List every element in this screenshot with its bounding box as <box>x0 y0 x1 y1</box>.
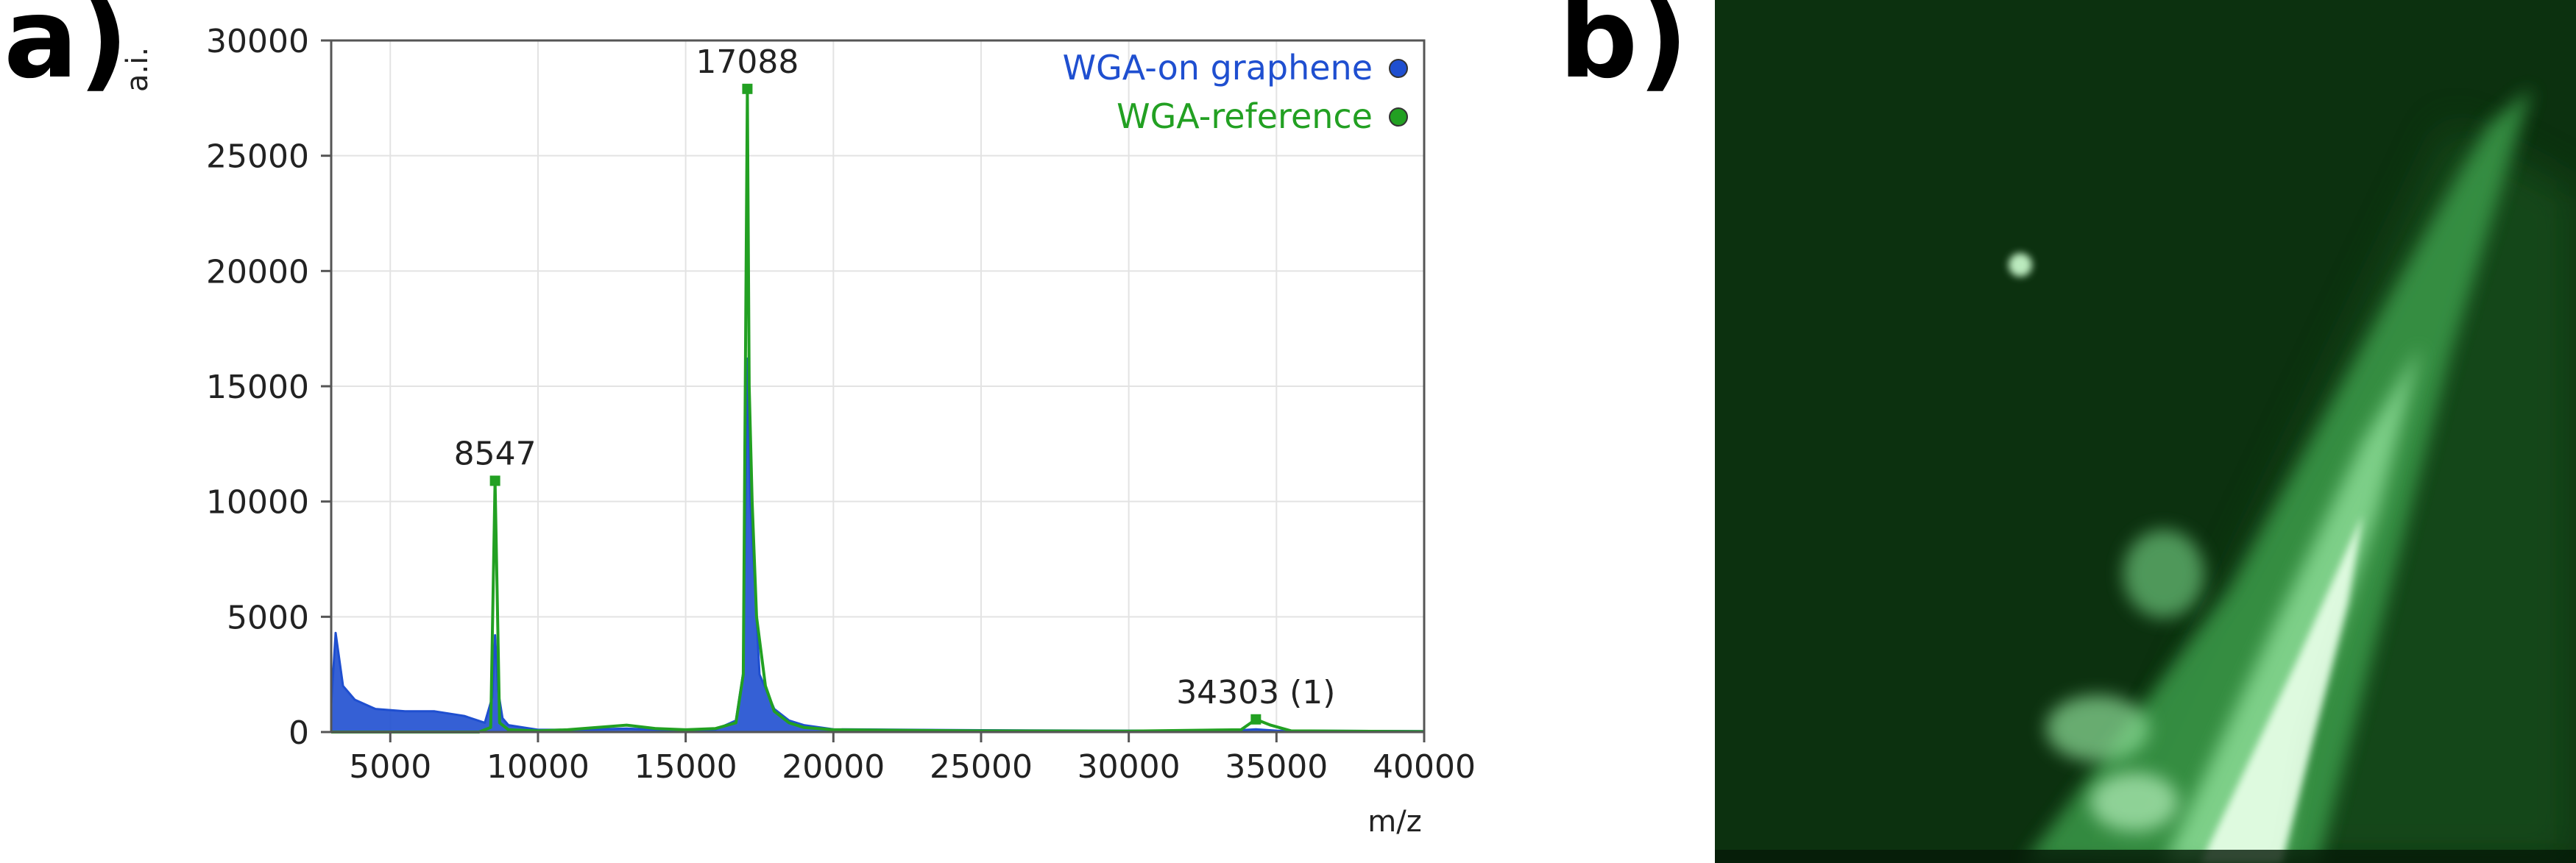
series-layer <box>330 87 1425 734</box>
tick-layer: 5000 10000 15000 20000 25000 30000 35000 40000 0… <box>206 23 1476 786</box>
peak-label: 17088 <box>696 43 799 81</box>
y-tick-label: 30000 <box>206 23 309 60</box>
panel-label-a: a) <box>4 0 129 103</box>
peak-marker <box>1250 714 1262 725</box>
x-tick-label: 35000 <box>1225 748 1328 786</box>
x-tick-label: 5000 <box>349 748 431 786</box>
legend-label: WGA-on graphene <box>1063 48 1373 88</box>
x-tick-label: 15000 <box>634 748 737 786</box>
y-axis-label: a.i. <box>121 47 155 92</box>
legend-marker <box>1389 107 1408 127</box>
x-tick-label: 40000 <box>1373 748 1476 786</box>
peak-marker <box>742 83 753 94</box>
x-tick-label: 10000 <box>486 748 590 786</box>
legend: WGA-on graphene WGA-reference <box>1063 48 1408 136</box>
fluorescence-micrograph <box>1715 0 2576 863</box>
y-tick-label: 10000 <box>206 484 309 522</box>
y-tick-label: 15000 <box>206 369 309 406</box>
x-tick-label: 25000 <box>930 748 1033 786</box>
y-tick-label: 5000 <box>227 599 309 636</box>
y-tick-label: 25000 <box>206 138 309 176</box>
x-axis-label: m/z <box>1367 805 1421 839</box>
peak-label: 34303 (1) <box>1176 674 1335 711</box>
panel-label-b: b) <box>1559 0 1688 103</box>
legend-label: WGA-reference <box>1117 96 1373 136</box>
y-tick-label: 20000 <box>206 253 309 291</box>
legend-marker <box>1389 59 1408 78</box>
peak-marker <box>489 475 500 486</box>
graphene-flake <box>2024 88 2532 863</box>
peak-label: 8547 <box>454 435 537 472</box>
x-tick-label: 30000 <box>1078 748 1181 786</box>
grid-layer <box>331 40 1425 733</box>
annotation-layer: 8547 17088 34303 (1) <box>454 43 1335 725</box>
fluorescent-spot <box>2009 253 2032 277</box>
y-tick-label: 0 <box>289 714 309 752</box>
x-tick-label: 20000 <box>782 748 885 786</box>
mass-spectrum-chart: 5000 10000 15000 20000 25000 30000 35000 40000 0… <box>121 23 1476 839</box>
